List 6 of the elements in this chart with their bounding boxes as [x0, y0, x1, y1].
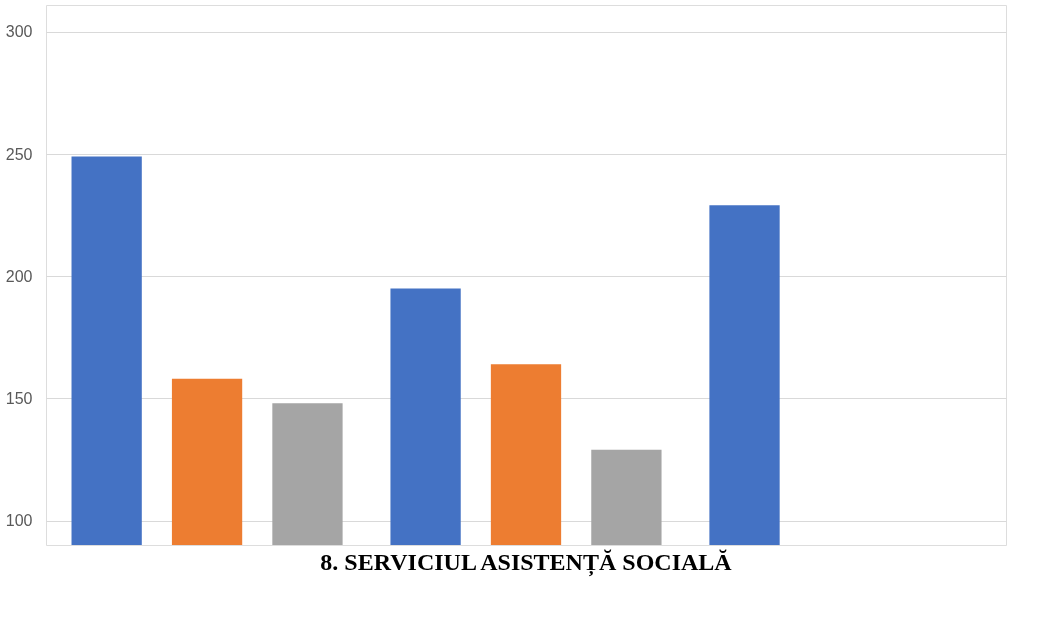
y-tick-label: 100	[5, 512, 33, 530]
text: 8. SERVICIUL ASISTENȚĂ SOCIALĂ	[320, 549, 733, 577]
y-tick-label: 250	[5, 145, 33, 163]
y-tick-label: 200	[5, 267, 33, 285]
y-tick-label: 150	[5, 389, 33, 407]
y-tick-label: 300	[5, 23, 33, 41]
